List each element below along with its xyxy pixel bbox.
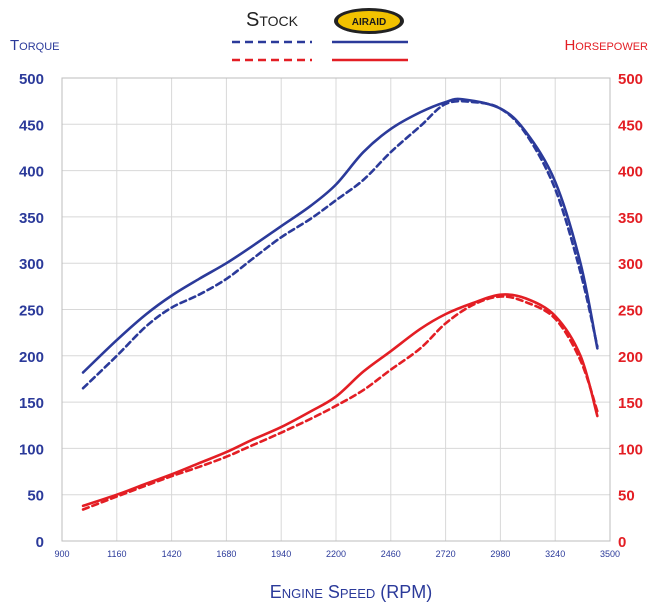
x-tick-label: 900 (54, 549, 69, 559)
y-tick-label-right: 250 (618, 303, 643, 320)
y-tick-label-right: 100 (618, 441, 643, 458)
y-tick-label-right: 200 (618, 349, 643, 366)
x-tick-label: 3500 (600, 549, 620, 559)
axes: 0 0 50 50 100 100 150 150 200 200 250 250 300 300 350 3… (19, 71, 643, 559)
y-tick-label-left: 300 (19, 256, 44, 273)
y-tick-label-right: 150 (618, 395, 643, 412)
x-tick-label: 1680 (216, 549, 236, 559)
x-tick-label: 2460 (381, 549, 401, 559)
x-tick-label: 2720 (436, 549, 456, 559)
y-tick-label-left: 400 (19, 164, 44, 181)
airaid-logo: AIRAID (334, 8, 404, 34)
x-tick-label: 3240 (545, 549, 565, 559)
series-layer (81, 97, 599, 511)
y-tick-label-left: 0 (36, 534, 44, 551)
y-tick-label-right: 400 (618, 164, 643, 181)
y-tick-label-right: 500 (618, 71, 643, 88)
y-tick-label-left: 50 (27, 488, 44, 505)
y-tick-label-left: 350 (19, 210, 44, 227)
series-line-horsepower-stock (81, 295, 599, 511)
left-axis-title: Torque (10, 37, 60, 54)
legend: Stock AIRAID (232, 8, 408, 62)
y-tick-label-left: 500 (19, 71, 44, 88)
y-tick-label-left: 150 (19, 395, 44, 412)
legend-airaid-label: AIRAID (352, 17, 386, 28)
plot-border (61, 77, 611, 542)
right-axis-title: Horsepower (564, 37, 648, 54)
series-line-horsepower-airaid (81, 293, 599, 508)
x-tick-label: 2200 (326, 549, 346, 559)
y-tick-label-right: 50 (618, 488, 635, 505)
y-tick-label-right: 350 (618, 210, 643, 227)
y-tick-label-left: 250 (19, 303, 44, 320)
y-tick-label-left: 200 (19, 349, 44, 366)
x-tick-label: 1420 (162, 549, 182, 559)
y-tick-label-right: 300 (618, 256, 643, 273)
y-tick-label-left: 450 (19, 117, 44, 134)
y-tick-label-right: 450 (618, 117, 643, 134)
y-tick-label-left: 100 (19, 441, 44, 458)
x-tick-label: 1940 (271, 549, 291, 559)
series-line-torque-airaid (81, 97, 599, 374)
y-tick-label-right: 0 (618, 534, 626, 551)
legend-stock-label: Stock (246, 9, 299, 31)
x-tick-label: 2980 (490, 549, 510, 559)
x-axis-title: Engine Speed (RPM) (270, 582, 433, 602)
x-tick-label: 1160 (107, 549, 126, 559)
